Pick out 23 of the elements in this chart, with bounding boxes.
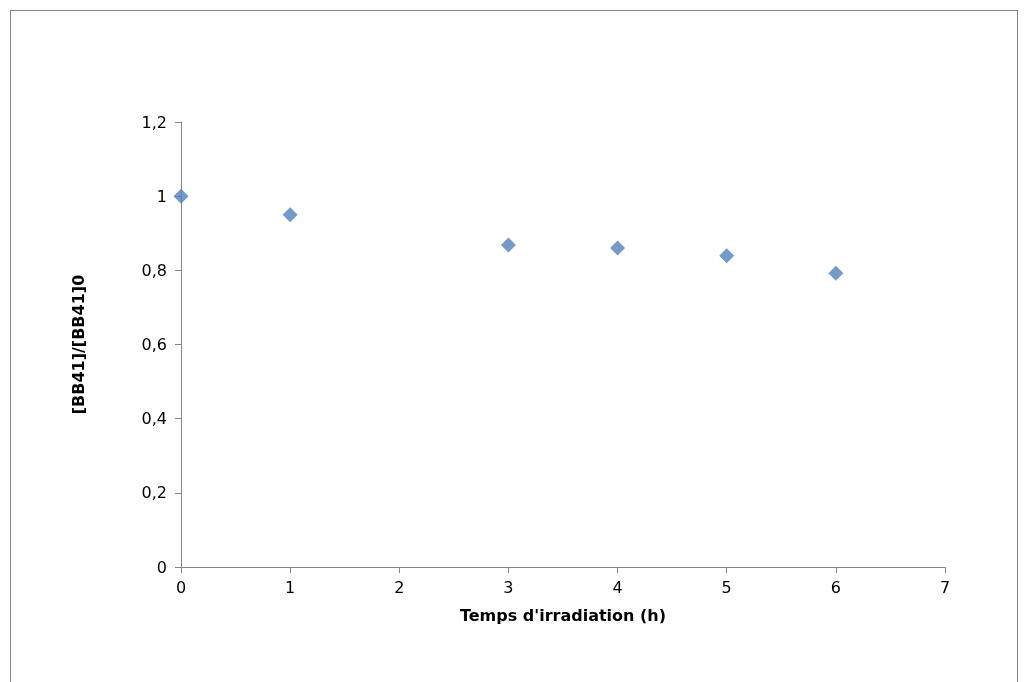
y-tick-label: 0,2 xyxy=(141,483,167,503)
x-tick-label: 6 xyxy=(830,577,841,597)
y-tick-label: 0 xyxy=(156,557,167,577)
point xyxy=(719,248,735,264)
point xyxy=(500,237,516,253)
y-tick-label: 1,2 xyxy=(141,112,167,132)
point xyxy=(610,240,626,256)
y-tick-label: 0,6 xyxy=(141,335,167,354)
y-tick-label: 0,4 xyxy=(141,409,167,429)
y-tick-label: 0,8 xyxy=(141,260,167,280)
y-tick-label: 1 xyxy=(156,186,167,206)
x-tick-label: 5 xyxy=(721,577,732,597)
x-axis-title: Temps d'irradiation (h) xyxy=(459,605,667,625)
point xyxy=(282,207,298,223)
y-axis-title: [BB41]/[BB41]0 xyxy=(68,274,88,415)
x-tick-label: 2 xyxy=(394,577,405,597)
point xyxy=(173,188,189,204)
x-tick-label: 0 xyxy=(175,577,187,597)
point xyxy=(828,265,844,281)
x-tick-label: 4 xyxy=(612,577,623,597)
x-tick-label: 1 xyxy=(285,577,296,597)
x-tick-label: 7 xyxy=(939,577,951,597)
x-tick-label: 3 xyxy=(503,577,514,597)
